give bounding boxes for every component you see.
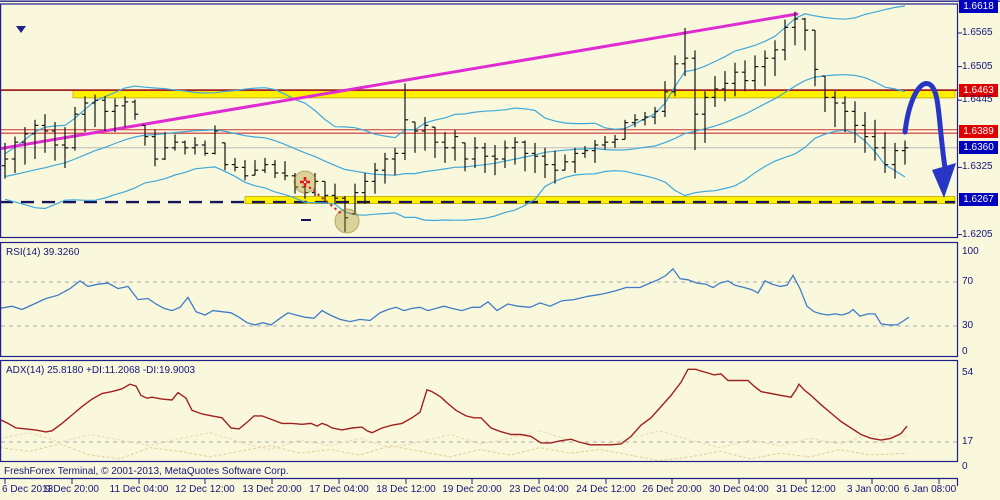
price-badge: 1.6360 xyxy=(959,141,998,155)
price-badge: 1.6618 xyxy=(959,0,998,13)
adx-panel-border xyxy=(0,359,959,463)
price-badge-level: 1.6389 xyxy=(959,125,998,139)
forecast-arrow-head[interactable] xyxy=(932,163,956,198)
copyright-text: FreshForex Terminal, © 2001-2013, MetaQu… xyxy=(4,466,289,477)
time-axis-label: 13 Dec 20:00 xyxy=(242,484,302,495)
price-badge-level: 1.6463 xyxy=(959,83,998,97)
bollinger-lower-band[interactable] xyxy=(4,129,906,222)
adx-scale-label: 0 xyxy=(962,461,968,472)
resistance-band-1-6463[interactable] xyxy=(72,90,956,99)
time-axis-label: 24 Dec 12:00 xyxy=(576,484,636,495)
chart-shift-icon[interactable] xyxy=(16,26,26,33)
price-label: 1.6505 xyxy=(962,60,993,72)
price-label: 1.6325 xyxy=(962,161,993,173)
adx-scale-label: 54 xyxy=(962,367,974,378)
rsi-scale-label: 70 xyxy=(962,276,974,287)
time-axis-label: 31 Dec 12:00 xyxy=(776,484,836,495)
price-label: 1.6445 xyxy=(962,94,993,106)
rsi-indicator-label: RSI(14) 39.3260 xyxy=(6,247,80,258)
rsi-panel-border xyxy=(0,241,959,358)
price-label: 1.6205 xyxy=(962,228,993,240)
time-axis-label: 6 Dec 2013 xyxy=(2,484,54,495)
forecast-arrow-shaft[interactable] xyxy=(902,81,948,171)
time-axis-label: 3 Jan 00:00 xyxy=(846,484,900,495)
time-axis-label: 6 Jan 08:00 xyxy=(903,484,957,495)
plus-di-line xyxy=(1,443,908,461)
red-dotted-connector[interactable] xyxy=(308,186,344,216)
rsi-line xyxy=(1,267,910,326)
time-axis-label: 18 Dec 12:00 xyxy=(376,484,436,495)
ascending-trendline[interactable] xyxy=(0,12,799,151)
support-band-1-6267[interactable] xyxy=(244,196,956,205)
rsi-scale-label: 100 xyxy=(962,246,979,257)
rsi-scale-label: 30 xyxy=(962,320,974,331)
time-axis-label: 12 Dec 12:00 xyxy=(175,484,235,495)
adx-indicator-label: ADX(14) 25.8180 +DI:11.2068 -DI:19.9003 xyxy=(6,365,196,376)
adx-scale-label: 17 xyxy=(962,436,974,447)
highlight-circle-2[interactable] xyxy=(334,208,360,234)
rsi-scale-label: 0 xyxy=(962,346,968,357)
main-panel-border xyxy=(0,3,959,239)
time-axis-label: 17 Dec 04:00 xyxy=(309,484,369,495)
time-axis-label: 11 Dec 04:00 xyxy=(109,484,169,495)
red-cross-marker-dot xyxy=(303,180,307,184)
price-badge: 1.6267 xyxy=(959,193,998,207)
price-label: 1.6565 xyxy=(962,27,993,38)
time-axis-label: 19 Dec 20:00 xyxy=(442,484,502,495)
price-bars xyxy=(1,11,909,232)
time-axis-label: 9 Dec 20:00 xyxy=(45,484,99,495)
time-axis-label: 30 Dec 04:00 xyxy=(709,484,769,495)
time-axis-label: 26 Dec 20:00 xyxy=(642,484,702,495)
minus-di-line xyxy=(1,430,908,451)
bollinger-upper-band[interactable] xyxy=(4,5,906,155)
adx-line xyxy=(1,368,908,446)
time-axis-label: 23 Dec 04:00 xyxy=(509,484,569,495)
